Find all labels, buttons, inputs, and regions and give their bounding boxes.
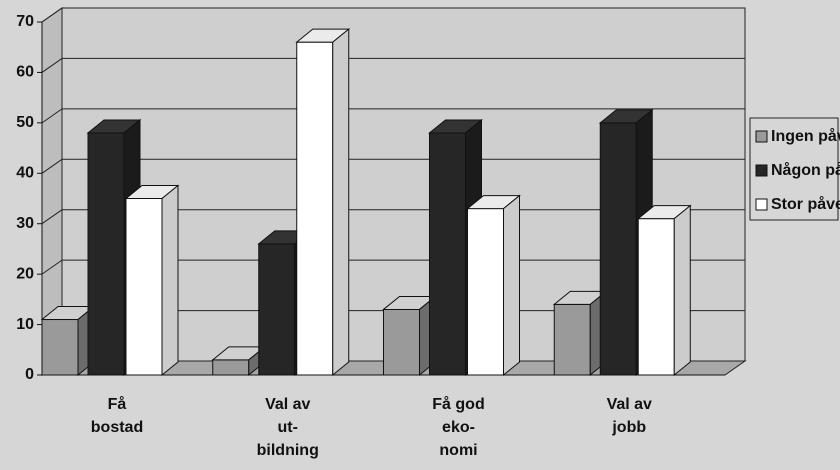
bar	[296, 41, 334, 376]
x-tick-label: Val av	[607, 396, 652, 413]
x-tick-label: Få	[108, 395, 127, 413]
bar	[429, 132, 466, 376]
bar	[212, 359, 250, 376]
y-tick-label: 40	[16, 165, 34, 182]
x-tick-label: bildning	[257, 442, 319, 459]
grid-line	[41, 108, 63, 124]
x-tick-label: eko-	[442, 419, 475, 436]
x-tick-label: jobb	[611, 419, 646, 436]
grid-line	[41, 58, 63, 73]
bar	[553, 303, 591, 376]
grid-line	[41, 259, 63, 275]
x-tick-label: Val av	[265, 396, 310, 413]
y-tick-label: 70	[16, 13, 34, 30]
grid-line	[41, 158, 63, 174]
bar	[125, 198, 163, 376]
bar	[637, 218, 675, 376]
bar-side	[503, 194, 520, 377]
y-tick-label: 60	[16, 64, 34, 81]
legend-label: Stor påverkan	[771, 195, 840, 213]
legend-label: Någon påverkan	[771, 161, 840, 179]
x-tick-label: bostad	[91, 419, 143, 436]
x-tick-label: nomi	[439, 442, 477, 459]
x-tick-label: Få god	[432, 395, 484, 413]
legend-swatch	[755, 198, 768, 211]
bar-side	[673, 204, 691, 377]
bar	[383, 308, 420, 376]
legend-label: Ingen påverkan	[771, 127, 840, 145]
x-tick-label: ut-	[278, 419, 298, 436]
grid-line	[41, 7, 63, 23]
y-tick-label: 10	[16, 316, 34, 333]
bar	[41, 319, 79, 376]
legend-swatch	[755, 164, 768, 177]
y-tick-label: 0	[25, 366, 34, 383]
bar	[258, 243, 296, 376]
bar	[599, 122, 637, 376]
bar	[467, 208, 504, 376]
bar	[87, 132, 125, 376]
legend-swatch	[755, 130, 768, 143]
bar-side	[161, 184, 179, 377]
y-tick-label: 50	[16, 114, 34, 131]
bar-side	[332, 28, 350, 377]
grid-line	[41, 209, 63, 225]
y-tick-label: 30	[16, 215, 34, 232]
y-tick-label: 20	[16, 265, 34, 282]
